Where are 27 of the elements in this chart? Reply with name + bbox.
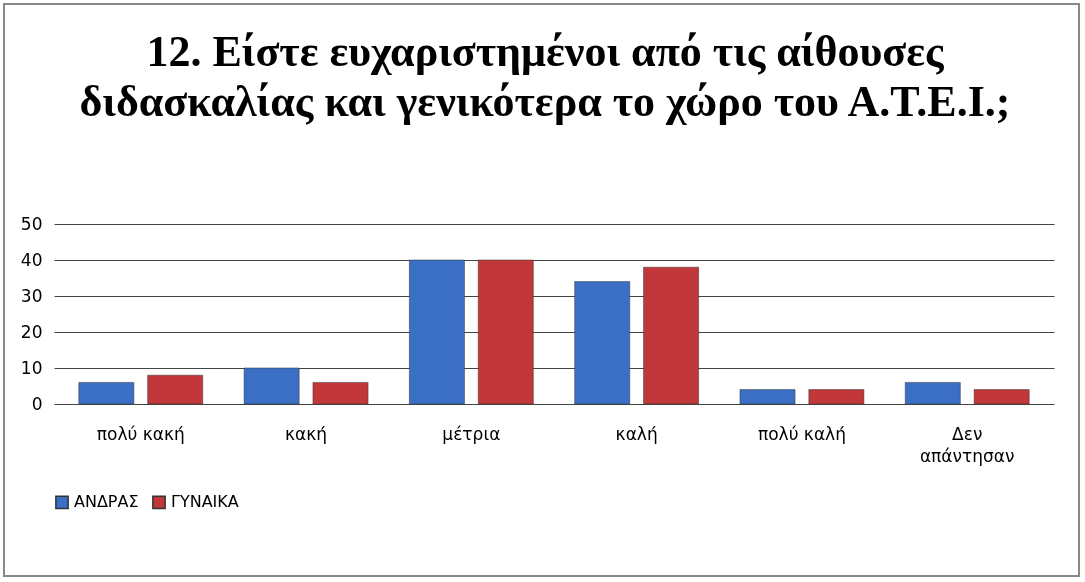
bar: [739, 389, 796, 405]
x-tick-label: Δεν απάντησαν: [919, 423, 1015, 466]
y-tick-label: 50: [20, 213, 43, 234]
bar: [973, 389, 1030, 405]
bar: [477, 259, 534, 405]
x-tick-label: καλή: [615, 423, 658, 444]
bar: [409, 259, 465, 405]
y-tick-label: 10: [20, 357, 43, 378]
x-tick-label: πολύ κακή: [96, 423, 185, 444]
bar: [147, 374, 204, 405]
y-tick-label: 40: [20, 249, 43, 270]
x-tick-label: μέτρια: [442, 423, 501, 444]
bar: [574, 281, 631, 405]
bar: [904, 382, 961, 405]
bar: [312, 382, 369, 405]
bar: [243, 367, 300, 405]
legend-label: ΓΥΝΑΙΚΑ: [171, 492, 239, 512]
x-tick-label: πολύ καλή: [757, 423, 846, 444]
x-tick-label: κακή: [285, 423, 328, 444]
y-tick-label: 20: [20, 321, 43, 342]
legend-label: ΑΝΔΡΑΣ: [74, 492, 139, 512]
bar: [643, 266, 699, 405]
bar: [78, 382, 135, 405]
chart-title: 12. Είστε ευχαριστημένοι από τις αίθουσες διδασκαλίας και γενικότερα το χώρο του Α.Τ.Ε.Ι.;: [78, 27, 1012, 127]
bar: [808, 389, 865, 405]
y-tick-label: 30: [20, 285, 43, 306]
y-tick-label: 0: [31, 393, 43, 414]
